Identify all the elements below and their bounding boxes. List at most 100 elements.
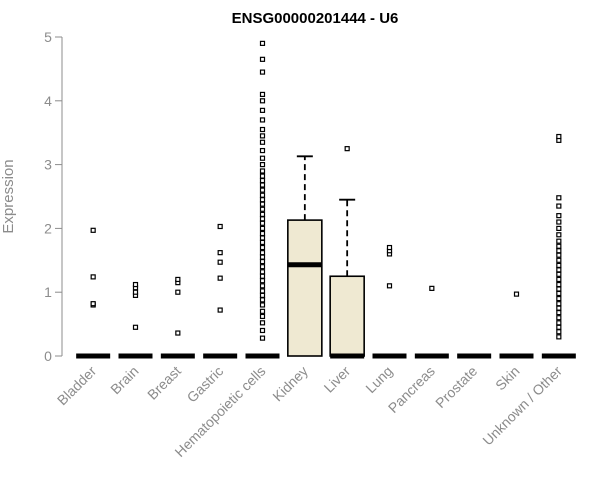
outlier-point	[259, 320, 266, 326]
outlier-point	[132, 281, 139, 288]
outlier-point	[259, 235, 266, 241]
outlier-point	[344, 146, 350, 152]
outlier-point	[513, 291, 520, 297]
outlier-point	[259, 244, 266, 251]
outlier-point	[556, 248, 562, 254]
outlier-point	[556, 324, 562, 330]
box-iqr	[329, 275, 365, 357]
outlier-point	[556, 276, 562, 283]
outlier-point	[556, 301, 562, 307]
outlier-point	[429, 285, 435, 291]
chart-title: ENSG00000201444 - U6	[232, 10, 399, 27]
outlier-point	[259, 182, 266, 188]
outlier-point	[259, 225, 266, 231]
y-tick-label: 0	[44, 348, 52, 364]
outlier-point	[556, 232, 562, 238]
box-lung	[372, 244, 407, 359]
outlier-point	[90, 301, 96, 307]
outlier-point	[556, 329, 562, 335]
outlier-point	[259, 168, 266, 174]
outlier-point	[259, 313, 266, 320]
outlier-point	[259, 147, 266, 154]
outlier-point	[217, 259, 223, 265]
outlier-point	[259, 308, 266, 314]
outlier-point	[259, 126, 266, 133]
y-tick-label: 2	[44, 220, 52, 236]
outlier-point	[259, 239, 266, 246]
outlier-point	[556, 290, 562, 297]
outlier-point	[259, 162, 266, 168]
outlier-point	[556, 295, 562, 302]
outlier-point	[175, 289, 181, 295]
outlier-point	[132, 324, 139, 330]
box-liver	[329, 146, 365, 359]
outlier-point	[259, 56, 266, 62]
box-unknown-other	[541, 133, 576, 359]
outlier-point	[259, 264, 266, 270]
x-tick-label: Kidney	[269, 363, 311, 405]
outlier-point	[556, 133, 562, 140]
outlier-point	[259, 187, 266, 193]
outlier-point	[259, 91, 266, 98]
outlier-point	[259, 117, 266, 123]
outlier-point	[217, 250, 223, 256]
y-tick-label: 1	[44, 284, 52, 300]
outlier-point	[556, 213, 562, 219]
y-axis-label: Expression	[0, 159, 17, 233]
outlier-point	[259, 335, 266, 341]
x-tick-label: Prostate	[432, 363, 480, 411]
outlier-point	[556, 195, 562, 201]
outlier-point	[556, 203, 562, 209]
x-tick-label: Liver	[321, 363, 354, 396]
outlier-point	[259, 216, 266, 222]
outlier-point	[556, 320, 562, 326]
outlier-point	[259, 258, 266, 265]
outlier-point	[175, 330, 181, 336]
y-tick-label: 5	[44, 29, 52, 45]
y-tick-label: 4	[44, 93, 52, 109]
outlier-point	[556, 310, 562, 316]
outlier-point	[259, 250, 266, 256]
outlier-point	[259, 197, 266, 203]
box-pancreas	[414, 285, 449, 359]
plot-area	[76, 40, 576, 359]
box-brain	[118, 281, 153, 359]
x-tick-label: Pancreas	[385, 363, 438, 416]
outlier-point	[259, 220, 266, 226]
outlier-point	[217, 223, 223, 230]
outlier-point	[556, 243, 562, 249]
x-tick-label: Unknown / Other	[479, 363, 565, 449]
outlier-point	[259, 254, 266, 260]
x-tick-label: Breast	[144, 363, 184, 403]
outlier-point	[259, 192, 266, 198]
outlier-point	[556, 334, 562, 340]
box-iqr	[287, 219, 323, 357]
outlier-point	[259, 288, 266, 294]
outlier-point	[259, 139, 266, 145]
outlier-point	[259, 269, 266, 275]
outlier-point	[556, 238, 562, 244]
outlier-point	[217, 307, 223, 313]
outlier-point	[556, 219, 562, 225]
outlier-point	[386, 244, 393, 251]
x-tick-label: Skin	[492, 363, 523, 394]
outlier-point	[556, 262, 562, 269]
outlier-point	[259, 211, 266, 217]
outlier-point	[556, 225, 562, 231]
outlier-point	[259, 173, 266, 179]
outlier-point	[90, 227, 96, 233]
outlier-point	[556, 286, 562, 292]
x-tick-label: Brain	[107, 363, 141, 397]
box-hematopoietic-cells	[245, 40, 280, 359]
outlier-point	[556, 281, 562, 288]
outlier-point	[259, 201, 266, 207]
outlier-point	[259, 98, 266, 104]
outlier-point	[259, 327, 266, 334]
outlier-point	[556, 305, 562, 311]
outlier-point	[259, 155, 266, 161]
outlier-point	[556, 267, 562, 273]
outlier-point	[259, 107, 266, 113]
outlier-point	[259, 297, 266, 303]
y-tick-label: 3	[44, 157, 52, 173]
